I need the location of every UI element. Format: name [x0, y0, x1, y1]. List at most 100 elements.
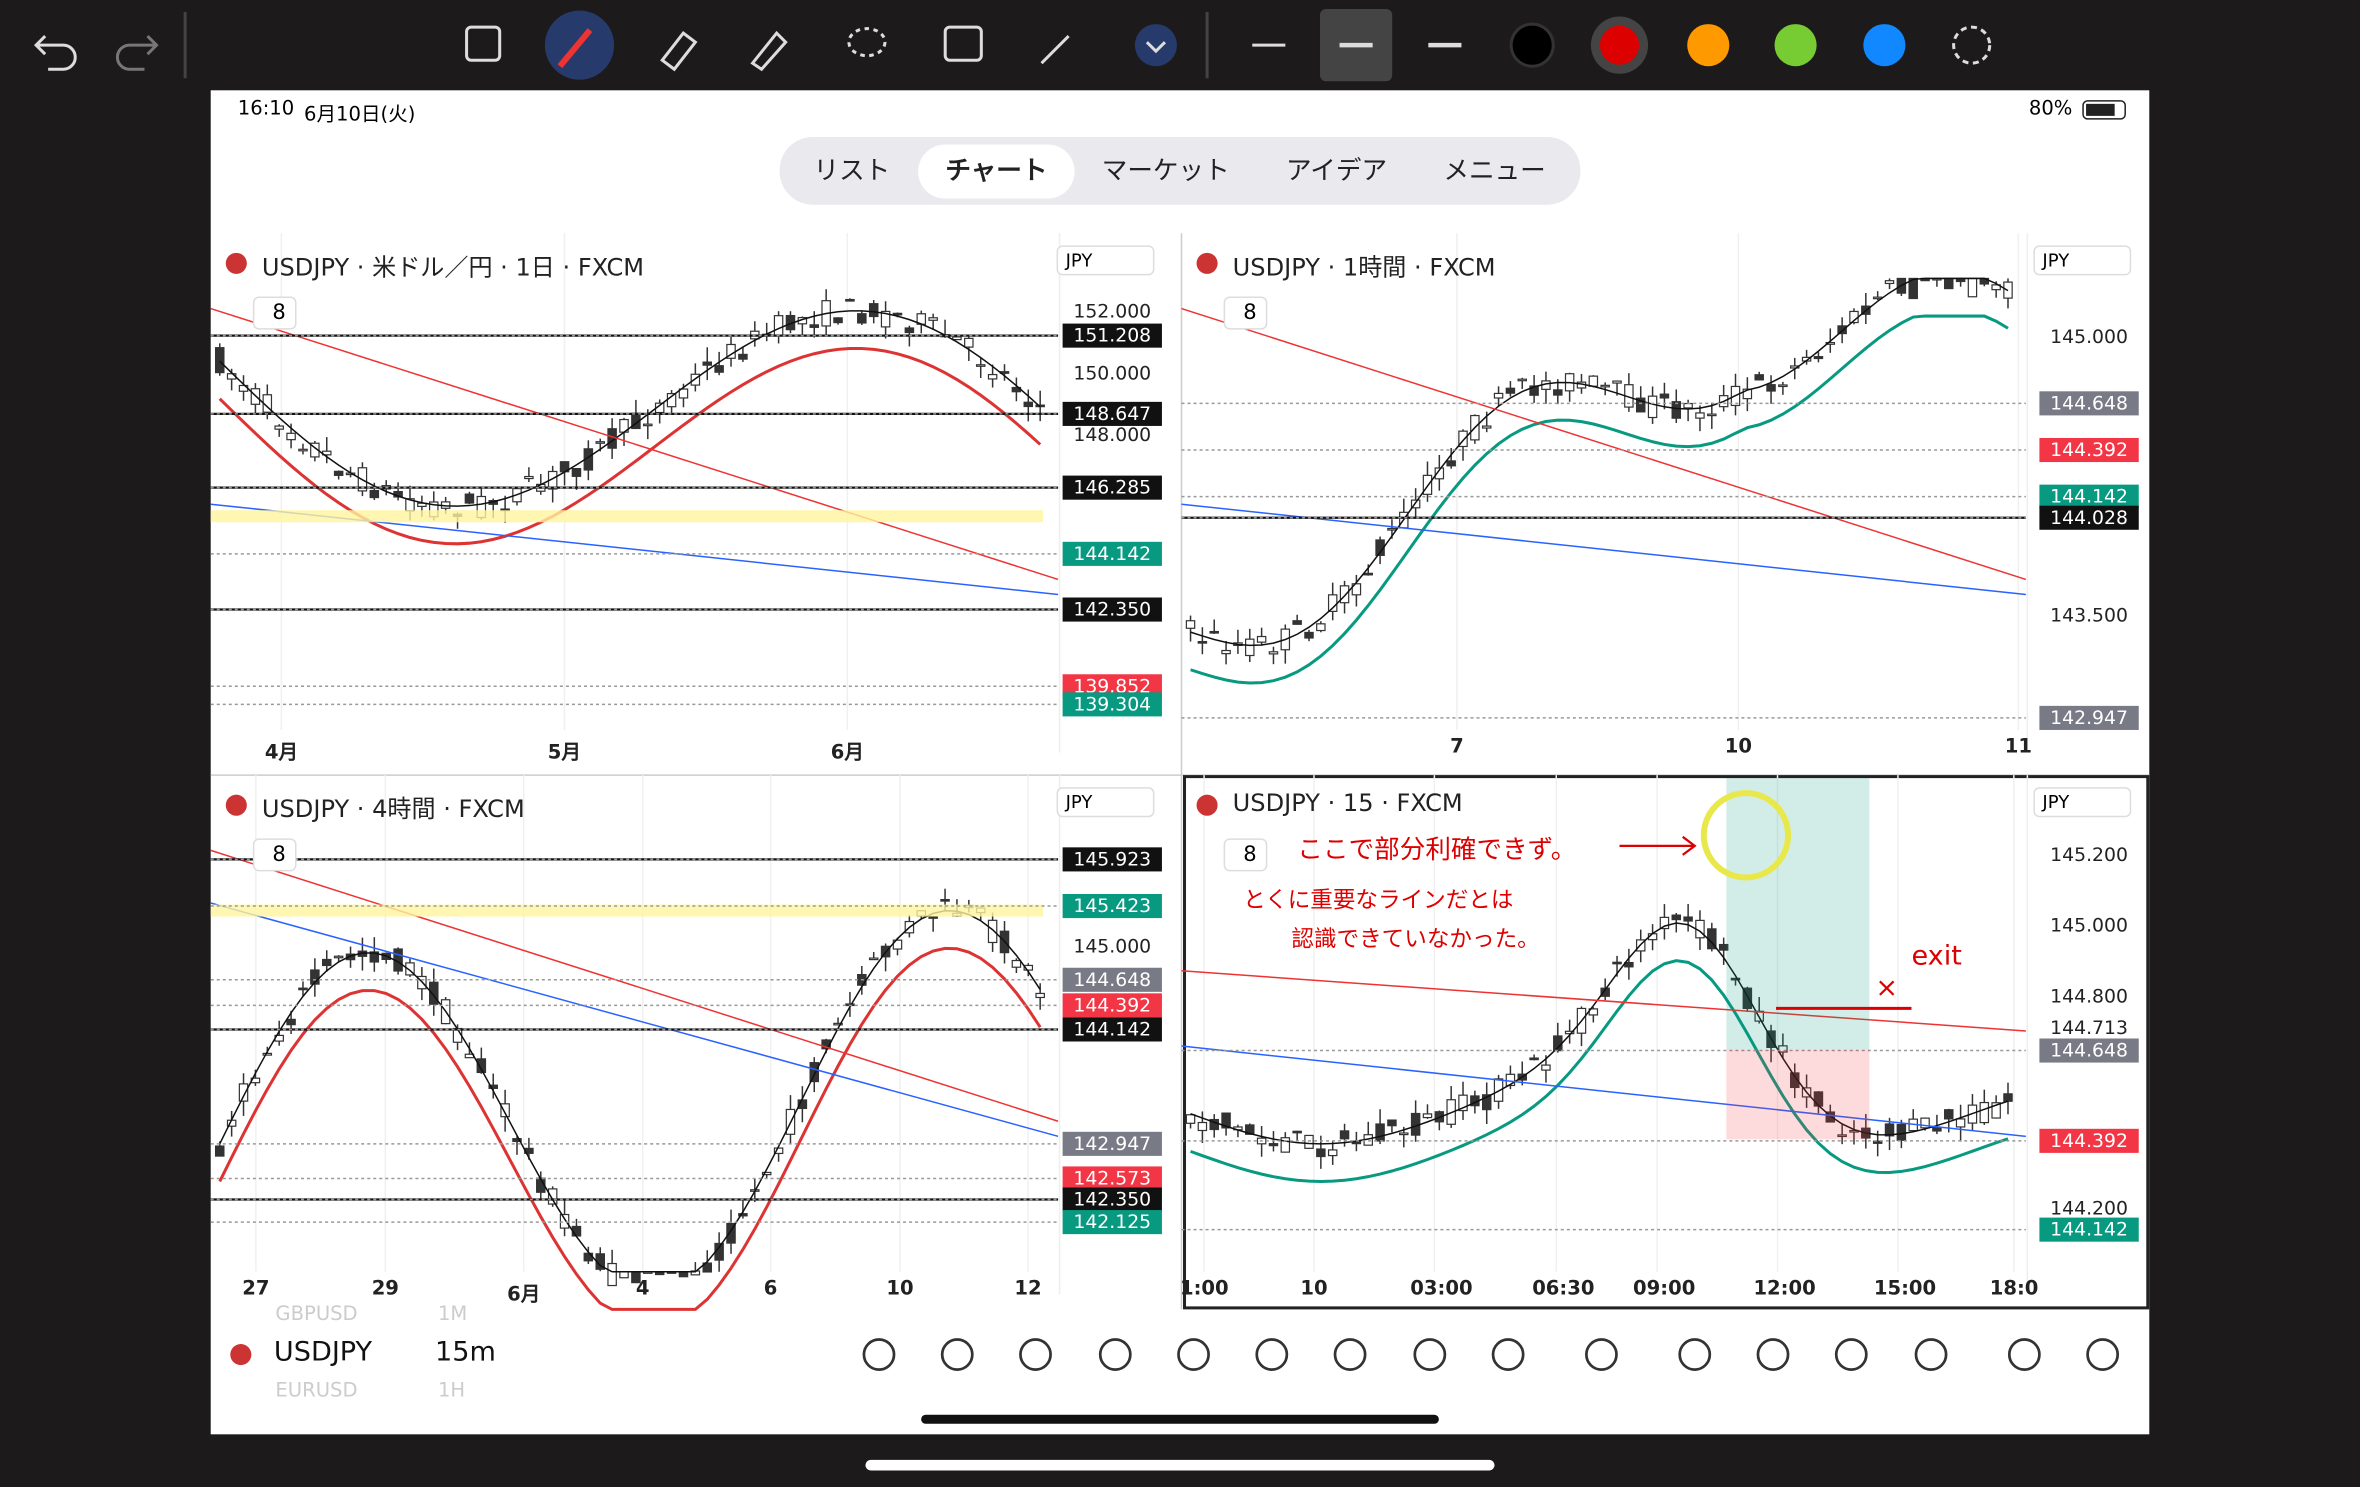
candle-body [1600, 384, 1610, 388]
candle-body [1327, 1149, 1338, 1157]
candle-body [1387, 527, 1397, 531]
candle-body [595, 441, 605, 444]
candle-body [892, 939, 903, 950]
candle-body [1588, 375, 1599, 387]
price-label: 144.200 [2050, 1196, 2128, 1220]
candle-body [833, 317, 843, 324]
price-label: 139.304 [1062, 692, 1162, 717]
toolbar-button[interactable] [862, 1338, 896, 1371]
candle-body [1967, 277, 1978, 298]
active-panel [1183, 775, 2150, 1310]
candle-body [1659, 916, 1670, 930]
legend-toggle[interactable]: 8 [252, 838, 297, 872]
toolbar-button[interactable] [1678, 1338, 1712, 1371]
chart-title: USDJPY · 15 · FXCM [1232, 788, 1463, 818]
x-tick-label: 6月 [507, 1283, 541, 1307]
legend-toggle[interactable]: 8 [1223, 838, 1268, 872]
candle-body [1884, 280, 1895, 285]
toolbar-button[interactable] [1834, 1338, 1868, 1371]
toolbar-button[interactable] [1491, 1338, 1525, 1371]
candle-body [643, 423, 653, 427]
x-tick-label: 1:00 [1179, 1277, 1229, 1301]
toolbar-button[interactable] [2007, 1338, 2041, 1371]
currency-select[interactable]: JPY [1056, 245, 1155, 276]
legend-toggle[interactable]: 8 [252, 296, 297, 330]
price-label: 142.350 [1062, 597, 1162, 622]
tab[interactable]: マーケット [1101, 156, 1230, 187]
x-tick-label: 18:0 [1989, 1277, 2039, 1301]
toolbar-button[interactable] [1177, 1338, 1210, 1371]
toolbar-button[interactable] [1098, 1338, 1132, 1371]
trend-line [1181, 1045, 2026, 1138]
candle-body [1624, 961, 1634, 968]
candle-body [1991, 1102, 2001, 1119]
price-label: 148.647 [1062, 401, 1162, 426]
x-tick-label: 10 [1724, 735, 1753, 759]
moving-average [219, 910, 1041, 1273]
candle-body [1256, 635, 1267, 643]
toolbar-button[interactable] [1585, 1338, 1618, 1371]
tab[interactable]: リスト [813, 156, 891, 187]
interval[interactable]: 15m [434, 1336, 496, 1369]
toolbar-button[interactable] [1333, 1338, 1367, 1371]
currency-select[interactable]: JPY [2033, 787, 2131, 818]
candle-body [571, 468, 582, 477]
candle-body [1316, 623, 1326, 632]
candle-body [607, 1262, 617, 1287]
tab[interactable]: アイデア [1285, 156, 1388, 187]
tab[interactable]: メニュー [1443, 156, 1546, 187]
x-tick-label: 11 [2004, 735, 2032, 759]
toolbar-button[interactable] [2086, 1338, 2120, 1371]
toolbar-button[interactable] [1756, 1338, 1790, 1371]
toolbar-button[interactable] [1255, 1338, 1289, 1371]
candle-body [1991, 284, 2001, 291]
chart-title: USDJPY · 米ドル／円 · 1日 · FXCM [261, 252, 645, 282]
highlight-zone [210, 510, 1044, 523]
flag-icon [230, 1344, 252, 1366]
price-label: 144.392 [1062, 993, 1162, 1018]
price-label: 144.028 [2039, 505, 2139, 530]
chart-title: USDJPY · 1時間 · FXCM [1232, 252, 1496, 282]
price-label: 144.392 [2039, 1128, 2139, 1153]
flag-icon [1196, 794, 1218, 816]
price-label: 142.573 [1062, 1166, 1162, 1191]
candle-body [892, 312, 903, 316]
candle-body [1825, 341, 1836, 345]
candle-body [809, 324, 820, 328]
candle-body [274, 425, 284, 430]
toolbar-button[interactable] [940, 1338, 974, 1371]
price-label: 142.947 [1062, 1131, 1162, 1156]
candle-body [1920, 1117, 1930, 1129]
candle-body [1304, 631, 1314, 639]
candle-body [1481, 425, 1492, 429]
candle-body [1955, 1118, 1966, 1128]
legend-toggle[interactable]: 8 [1223, 296, 1268, 330]
x-tick-label: 7 [1450, 735, 1464, 759]
toolbar-icons [33, 9, 1992, 82]
candle-body [702, 1262, 713, 1273]
x-tick-label: 5月 [547, 741, 581, 765]
trend-line [210, 849, 1059, 1122]
candle-body [1517, 378, 1528, 382]
candle-body [1493, 392, 1504, 399]
symbol[interactable]: USDJPY [273, 1336, 373, 1369]
tab[interactable]: チャート [918, 144, 1075, 199]
candle-body [1185, 620, 1196, 629]
price-label: 144.142 [1062, 1017, 1162, 1042]
candle-body [1011, 959, 1022, 968]
candle-body [333, 955, 344, 959]
candle-body [1339, 1130, 1350, 1140]
candle-body [500, 1103, 510, 1118]
price-label: 146.285 [1062, 475, 1162, 500]
x-tick-label: 12:00 [1753, 1277, 1816, 1301]
price-label: 152.000 [1073, 299, 1152, 323]
toolbar-button[interactable] [1413, 1338, 1447, 1371]
currency-select[interactable]: JPY [1056, 787, 1155, 818]
candle-body [1316, 1148, 1326, 1158]
currency-select[interactable]: JPY [2033, 245, 2131, 276]
candle-body [286, 432, 296, 441]
toolbar-button[interactable] [1914, 1338, 1948, 1371]
candle-body [1730, 977, 1741, 981]
toolbar-button[interactable] [1019, 1338, 1052, 1371]
chart-title: USDJPY · 4時間 · FXCM [261, 794, 525, 824]
